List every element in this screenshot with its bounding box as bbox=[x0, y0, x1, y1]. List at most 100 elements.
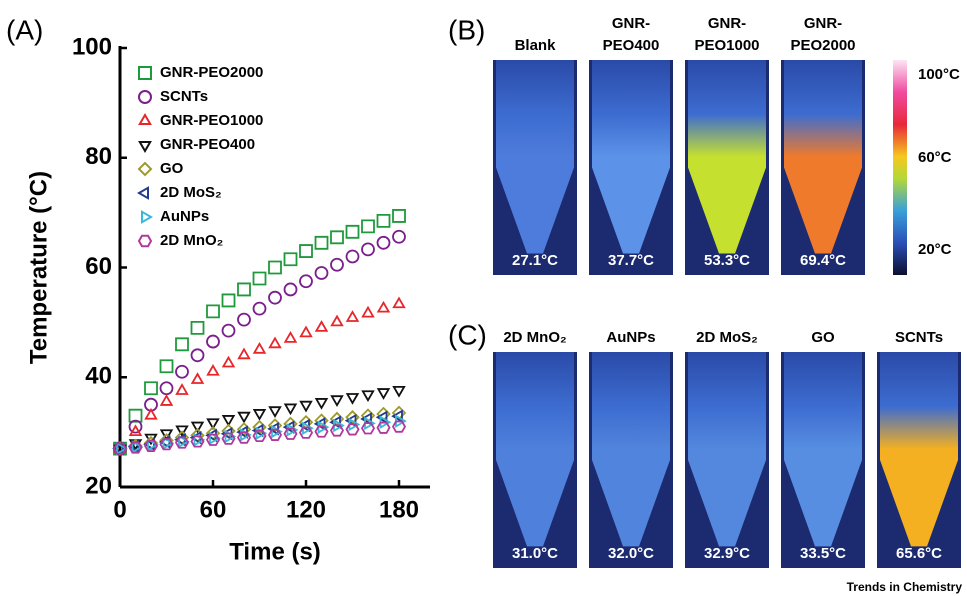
marker bbox=[361, 305, 375, 318]
marker bbox=[252, 409, 267, 421]
legend-label: AuNPs bbox=[160, 208, 209, 225]
marker bbox=[376, 235, 391, 250]
tube-label: Blank bbox=[515, 37, 557, 54]
marker bbox=[283, 282, 298, 297]
marker bbox=[206, 363, 220, 376]
marker bbox=[147, 437, 159, 452]
colorbar-label: 60°C bbox=[918, 149, 952, 166]
marker bbox=[144, 407, 158, 420]
temperature-label: 65.6°C bbox=[896, 545, 942, 562]
marker bbox=[298, 426, 314, 439]
tube-label: GNR- bbox=[612, 15, 650, 32]
marker bbox=[128, 424, 143, 437]
marker bbox=[299, 244, 313, 258]
marker bbox=[267, 428, 283, 441]
marker bbox=[314, 425, 329, 438]
marker bbox=[283, 427, 298, 440]
y-axis-label: Temperature (°C) bbox=[25, 171, 52, 364]
marker bbox=[175, 337, 189, 352]
legend-marker bbox=[138, 112, 152, 125]
marker bbox=[143, 437, 155, 451]
colorbar bbox=[893, 60, 907, 275]
marker bbox=[252, 301, 267, 316]
legend-label: GO bbox=[160, 160, 184, 177]
marker bbox=[361, 390, 375, 403]
marker bbox=[391, 405, 407, 421]
marker bbox=[376, 388, 391, 400]
tube bbox=[784, 352, 862, 547]
panel-label: (A) bbox=[6, 14, 43, 45]
y-tick-label: 40 bbox=[85, 363, 112, 390]
marker bbox=[190, 348, 205, 363]
marker bbox=[283, 331, 298, 343]
marker bbox=[299, 274, 313, 289]
marker bbox=[206, 418, 220, 431]
marker bbox=[127, 439, 140, 454]
x-tick-label: 0 bbox=[113, 496, 126, 523]
temperature-label: 33.5°C bbox=[800, 545, 846, 562]
marker bbox=[190, 421, 205, 434]
marker bbox=[221, 323, 236, 338]
legend-marker bbox=[137, 161, 153, 177]
marker bbox=[159, 429, 174, 442]
legend-label: GNR-PEO1000 bbox=[160, 112, 263, 129]
footer: Trends in Chemistry bbox=[847, 580, 963, 594]
marker bbox=[252, 271, 267, 286]
marker bbox=[221, 415, 236, 427]
tube-label: PEO2000 bbox=[790, 37, 855, 54]
marker bbox=[392, 385, 406, 398]
legend-marker bbox=[136, 186, 149, 200]
marker bbox=[236, 431, 252, 444]
x-tick-label: 120 bbox=[286, 496, 326, 523]
marker bbox=[376, 406, 391, 422]
marker bbox=[268, 336, 282, 349]
marker bbox=[361, 219, 375, 234]
marker bbox=[205, 425, 221, 441]
marker bbox=[112, 442, 128, 455]
tube-label: 2D MoS₂ bbox=[696, 329, 758, 346]
marker bbox=[144, 397, 158, 412]
temperature-label: 53.3°C bbox=[704, 252, 750, 269]
y-tick-label: 80 bbox=[85, 143, 112, 170]
marker bbox=[375, 410, 388, 425]
legend-marker bbox=[137, 234, 153, 248]
legend-marker bbox=[138, 66, 152, 80]
legend-label: 2D MnO₂ bbox=[160, 232, 223, 249]
tube-label: 2D MnO₂ bbox=[503, 329, 566, 346]
marker bbox=[299, 325, 313, 338]
y-tick-label: 60 bbox=[85, 253, 112, 280]
marker bbox=[314, 398, 329, 410]
series bbox=[113, 296, 406, 453]
tube-label: SCNTs bbox=[895, 329, 943, 346]
marker bbox=[237, 411, 251, 424]
marker bbox=[221, 355, 236, 368]
marker bbox=[190, 372, 205, 384]
marker bbox=[178, 434, 190, 449]
colorbar-label: 100°C bbox=[918, 66, 960, 83]
legend-marker bbox=[137, 90, 153, 104]
marker bbox=[314, 266, 329, 280]
marker bbox=[209, 431, 221, 445]
marker bbox=[360, 408, 376, 423]
series bbox=[112, 420, 407, 455]
panel-label: (B) bbox=[448, 14, 485, 45]
marker bbox=[345, 423, 360, 436]
marker bbox=[268, 406, 282, 418]
marker bbox=[330, 230, 344, 245]
marker bbox=[344, 413, 357, 428]
colorbar-label: 20°C bbox=[918, 241, 952, 258]
marker bbox=[283, 403, 298, 416]
marker bbox=[174, 430, 190, 445]
marker bbox=[116, 441, 128, 456]
y-tick-label: 100 bbox=[72, 33, 112, 60]
marker bbox=[392, 209, 406, 223]
marker bbox=[268, 260, 282, 275]
tube-label: PEO400 bbox=[603, 37, 660, 54]
marker bbox=[159, 394, 174, 406]
panel-label: (C) bbox=[448, 319, 487, 350]
marker bbox=[221, 432, 236, 445]
marker bbox=[360, 412, 372, 426]
marker bbox=[131, 440, 144, 454]
marker bbox=[162, 436, 175, 450]
